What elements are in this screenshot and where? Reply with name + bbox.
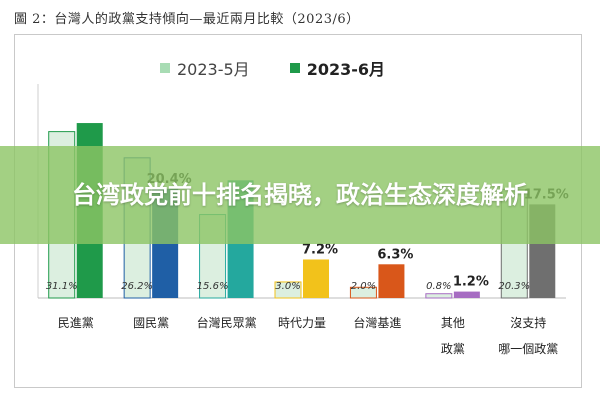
figure-caption: 圖 2：台灣人的政黨支持傾向—最近兩月比較（2023/6） bbox=[14, 12, 360, 27]
bar-jun-4 bbox=[378, 264, 405, 298]
legend-label-jun: 2023-6月 bbox=[306, 60, 385, 79]
bar-jun-5 bbox=[453, 291, 480, 298]
bar-may-5 bbox=[425, 293, 453, 299]
bar-may-3 bbox=[274, 281, 302, 299]
banner-headline: 台湾政党前十排名揭晓，政治生态深度解析 bbox=[72, 181, 528, 209]
overlay-banner: 台湾政党前十排名揭晓，政治生态深度解析 bbox=[0, 146, 600, 244]
category-label-1: 國民黨 bbox=[133, 316, 169, 330]
category-label-3: 時代力量 bbox=[278, 316, 326, 330]
category-label-2: 台灣民眾黨 bbox=[197, 315, 257, 330]
category-label-0: 民進黨 bbox=[58, 316, 94, 330]
legend-item-jun: 2023-6月 bbox=[289, 56, 385, 80]
legend: 2023-5月 2023-6月 bbox=[160, 56, 385, 80]
data-label-jun-3: 7.2% bbox=[302, 242, 338, 257]
data-label-may-0: 31.1% bbox=[46, 281, 78, 292]
data-label-jun-4: 6.3% bbox=[377, 247, 413, 262]
data-label-may-6: 20.3% bbox=[498, 281, 530, 292]
legend-item-may: 2023-5月 bbox=[160, 56, 250, 80]
bar-may-4 bbox=[349, 286, 377, 299]
legend-swatch-may bbox=[160, 63, 170, 73]
category-sublabel-5: 政黨 bbox=[441, 342, 465, 356]
data-label-jun-5: 1.2% bbox=[453, 275, 489, 290]
data-label-may-3: 3.0% bbox=[275, 281, 300, 292]
legend-swatch-jun bbox=[289, 63, 300, 73]
data-label-may-4: 2.0% bbox=[351, 281, 376, 292]
data-label-may-2: 15.6% bbox=[197, 281, 229, 292]
data-label-may-1: 26.2% bbox=[121, 281, 153, 292]
bar-jun-3 bbox=[303, 259, 329, 298]
category-label-4: 台灣基進 bbox=[353, 315, 401, 330]
category-label-5: 其他 bbox=[441, 316, 465, 330]
category-label-6: 沒支持 bbox=[510, 315, 546, 330]
data-label-may-5: 0.8% bbox=[426, 281, 451, 292]
category-sublabel-6: 哪一個政黨 bbox=[498, 342, 558, 356]
legend-label-may: 2023-5月 bbox=[177, 60, 250, 79]
